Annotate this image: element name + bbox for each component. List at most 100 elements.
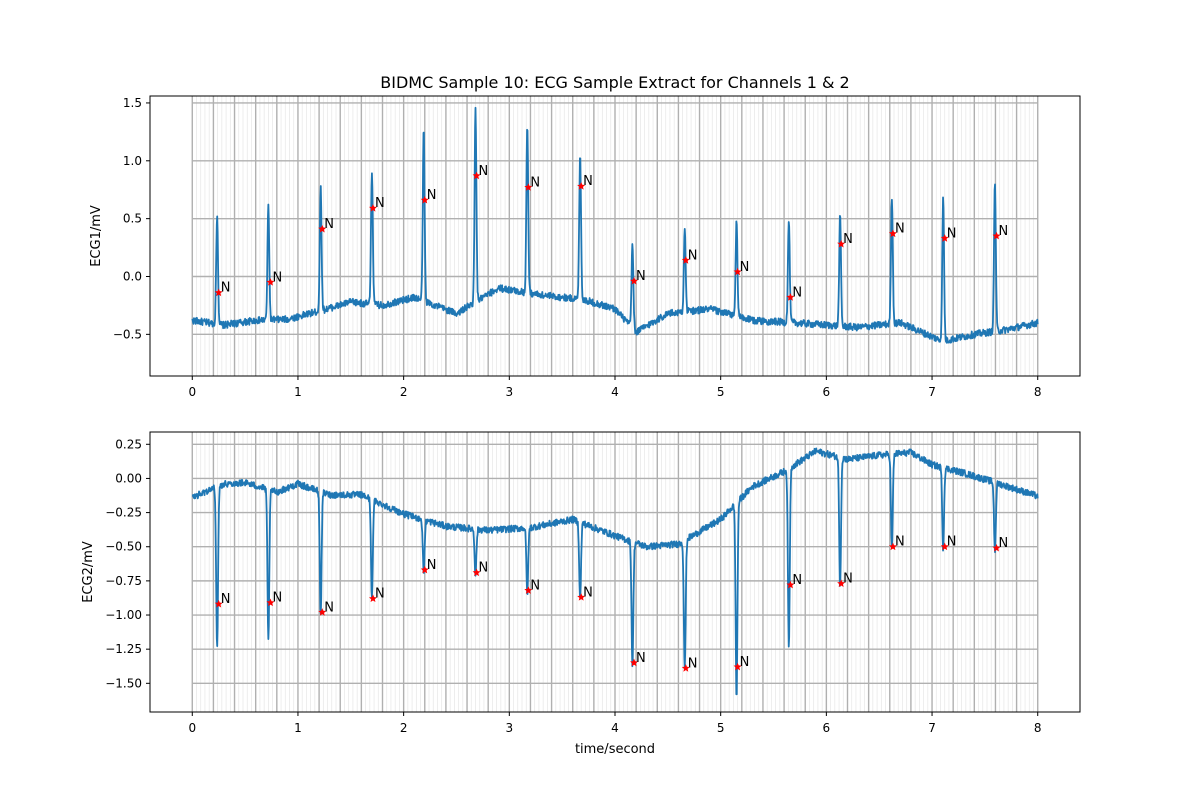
x-tick-label: 7 [928, 721, 936, 735]
x-tick-label: 0 [188, 721, 196, 735]
y-axis-label: ECG2/mV [81, 541, 96, 603]
beat-label: N [221, 592, 231, 607]
beat-marker [472, 568, 481, 577]
y-tick-label: −0.75 [105, 574, 142, 588]
y-tick-label: 1.0 [123, 154, 142, 168]
x-tick-label: 8 [1034, 385, 1042, 399]
ecg2-panel: N N N N N N N N N N N N N N N N 0 1 2 3 4 5 6 7 8 −1.50 −1.25 −1.00… [81, 431, 1081, 735]
beat-marker [786, 293, 795, 301]
beat-marker [837, 239, 846, 248]
beat-label: N [272, 270, 282, 285]
beat-label: N [792, 285, 802, 300]
x-tick-label: 5 [717, 385, 725, 399]
y-tick-label: 0.00 [115, 471, 142, 485]
beat-marker [681, 664, 690, 672]
beat-label: N [324, 217, 334, 232]
beat-marker [992, 543, 1001, 552]
x-tick-label: 2 [400, 721, 408, 735]
beat-label: N [947, 226, 957, 241]
beat-label: N [792, 573, 802, 588]
beat-label: N [272, 591, 282, 606]
beat-marker [524, 586, 533, 594]
x-tick-label: 4 [611, 721, 619, 735]
beat-marker [940, 234, 949, 242]
beat-label: N [427, 188, 437, 203]
beat-marker [266, 598, 275, 607]
beat-label: N [895, 535, 905, 550]
beat-label: N [740, 655, 750, 670]
beat-marker [420, 195, 429, 204]
beat-marker [214, 288, 223, 297]
beat-label: N [740, 260, 750, 275]
beat-marker [577, 593, 586, 601]
x-tick-label: 8 [1034, 721, 1042, 735]
y-tick-label: 0.25 [115, 437, 142, 451]
beat-label: N [479, 561, 489, 576]
chart-title: BIDMC Sample 10: ECG Sample Extract for … [380, 73, 849, 92]
beat-label: N [688, 248, 698, 263]
beat-label: N [999, 536, 1009, 551]
beat-label: N [947, 535, 957, 550]
beat-marker [214, 599, 223, 608]
y-tick-label: −1.25 [105, 642, 142, 656]
x-tick-label: 3 [505, 721, 513, 735]
beat-marker [368, 594, 377, 603]
beat-marker [630, 276, 639, 285]
beat-label: N [221, 281, 231, 296]
beat-label: N [688, 656, 698, 671]
ecg-signal-line [191, 447, 1039, 696]
beat-label: N [843, 572, 853, 587]
x-tick-label: 1 [294, 721, 302, 735]
x-tick-label: 2 [400, 385, 408, 399]
beat-marker [786, 580, 795, 589]
y-tick-label: −1.00 [105, 608, 142, 622]
beat-label: N [583, 174, 593, 189]
beat-label: N [375, 587, 385, 602]
beat-marker [420, 565, 429, 574]
x-tick-label: 7 [928, 385, 936, 399]
beat-marker [472, 171, 481, 180]
beat-label: N [427, 558, 437, 573]
beat-label: N [530, 578, 540, 593]
beat-marker [940, 542, 949, 551]
beat-marker [368, 204, 377, 212]
beat-label: N [636, 269, 646, 284]
beat-label: N [375, 196, 385, 211]
x-tick-label: 3 [505, 385, 513, 399]
x-tick-label: 6 [823, 385, 831, 399]
beat-label: N [999, 224, 1009, 239]
x-tick-label: 0 [188, 385, 196, 399]
beat-marker [318, 608, 327, 616]
beat-marker [837, 579, 846, 588]
x-tick-label: 4 [611, 385, 619, 399]
beat-marker [888, 542, 897, 551]
beat-marker [524, 183, 533, 191]
y-tick-label: −1.50 [105, 676, 142, 690]
y-tick-label: −0.5 [113, 327, 142, 341]
y-tick-label: −0.50 [105, 540, 142, 554]
y-tick-label: 1.5 [123, 96, 142, 110]
beat-marker [888, 229, 897, 238]
x-axis-label: time/second [575, 742, 655, 757]
beat-label: N [530, 175, 540, 190]
y-tick-label: 0.0 [123, 269, 142, 283]
beat-marker [992, 231, 1001, 240]
x-tick-label: 6 [823, 721, 831, 735]
beat-label: N [895, 222, 905, 237]
y-axis-label: ECG1/mV [89, 205, 104, 267]
x-tick-label: 5 [717, 721, 725, 735]
beat-label: N [583, 585, 593, 600]
beat-marker [266, 278, 275, 286]
ecg1-panel: N N N N N N N N N N N N N N N N 0 1 2 3 4 5 6 7 8 −0.5 0.0 0.5 1.0 1.… [89, 95, 1081, 399]
beat-marker [318, 224, 327, 233]
beat-label: N [636, 651, 646, 666]
beat-marker [577, 182, 586, 190]
beat-marker [681, 256, 690, 264]
y-tick-label: −0.25 [105, 506, 142, 520]
beat-marker [733, 662, 742, 671]
ecg-signal-line [191, 106, 1039, 344]
beat-label: N [843, 232, 853, 247]
beat-label: N [479, 164, 489, 179]
